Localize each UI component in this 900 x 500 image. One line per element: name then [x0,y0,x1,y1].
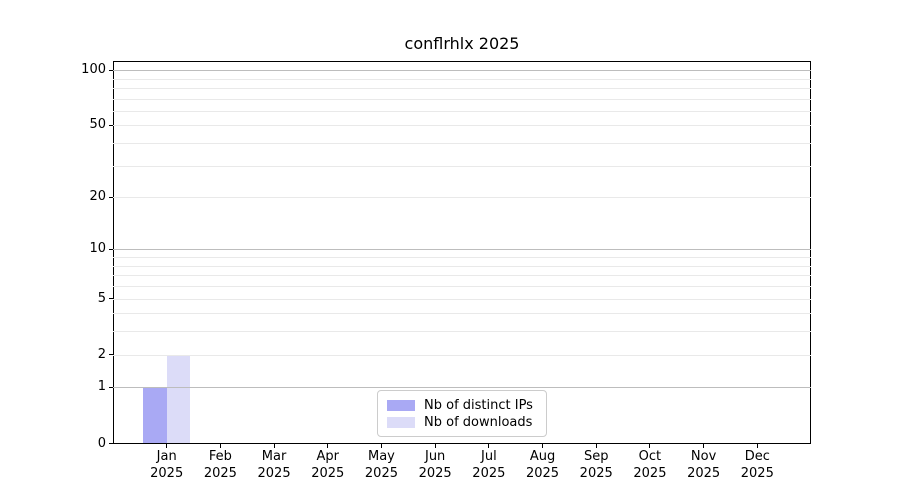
gridline-30 [113,165,811,167]
x-axis-label-nov: Nov 2025 [672,448,736,482]
year-label: 2025 [364,466,398,481]
legend-row-downloads: Nb of downloads [387,414,537,430]
year-label: 2025 [472,466,506,481]
y-axis-label-1: 1 [97,379,106,395]
year-label: 2025 [418,466,452,481]
gridline-40 [113,143,811,145]
year-label: 2025 [311,466,345,481]
y-axis-tick-1 [109,386,113,388]
gridline-50 [113,125,811,127]
year-label: 2025 [740,466,774,481]
x-axis-label-jan: Jan 2025 [135,448,199,482]
x-axis-tick-jan [166,444,168,448]
x-axis-label-dec: Dec 2025 [725,448,789,482]
month-label: Jan [156,449,177,464]
y-axis-tick-10 [109,248,113,250]
year-label: 2025 [150,466,184,481]
year-label: 2025 [257,466,291,481]
gridline-70 [113,98,811,100]
month-label: Jun [424,449,446,464]
year-label: 2025 [203,466,237,481]
gridline-100 [113,70,811,72]
x-axis-label-jul: Jul 2025 [457,448,521,482]
year-label: 2025 [579,466,613,481]
bar-jan-distinct-ips [143,387,167,444]
y-axis-label-2: 2 [97,346,106,362]
y-axis-label-20: 20 [89,189,106,205]
x-axis-label-sep: Sep 2025 [564,448,628,482]
month-label: Oct [638,449,662,464]
x-axis-tick-jun [434,444,436,448]
gridline-6 [113,286,811,288]
legend-row-distinct-ips: Nb of distinct IPs [387,397,537,413]
x-axis-label-may: May 2025 [349,448,413,482]
y-axis-tick-100 [109,69,113,71]
legend-label-distinct-ips: Nb of distinct IPs [424,397,533,413]
month-label: Jul [481,449,497,464]
x-axis-tick-jul [488,444,490,448]
x-axis-label-oct: Oct 2025 [618,448,682,482]
gridline-8 [113,265,811,267]
year-label: 2025 [633,466,667,481]
gridline-10 [113,249,811,251]
plot-area [113,61,811,444]
downloads-swatch [387,416,415,428]
month-label: Feb [208,449,232,464]
y-axis-tick-0 [109,443,113,444]
gridline-2 [113,354,811,356]
month-label: Aug [529,449,556,464]
gridline-9 [113,257,811,259]
year-label: 2025 [525,466,560,481]
y-axis-label-0: 0 [97,435,106,451]
y-axis-tick-2 [109,354,113,356]
month-label: Apr [316,449,340,464]
x-axis-label-feb: Feb 2025 [188,448,252,482]
gridline-90 [113,78,811,80]
y-axis-label-10: 10 [89,241,106,257]
x-axis-label-jun: Jun 2025 [403,448,467,482]
y-axis-tick-50 [109,124,113,126]
y-axis-tick-5 [109,298,113,300]
x-axis-label-mar: Mar 2025 [242,448,306,482]
x-axis-tick-nov [703,444,705,448]
x-axis-tick-aug [542,444,544,448]
x-axis-tick-sep [595,444,597,448]
month-label: Nov [690,449,717,464]
gridline-5 [113,298,811,300]
month-label: Sep [583,449,609,464]
x-axis-label-aug: Aug 2025 [511,448,575,482]
x-axis-tick-feb [219,444,221,448]
chart-title: conflrhlx 2025 [404,34,520,53]
distinct-ips-swatch [387,399,415,411]
legend-label-downloads: Nb of downloads [424,414,533,430]
x-axis-tick-oct [649,444,651,448]
year-label: 2025 [687,466,721,481]
legend: Nb of distinct IPs Nb of downloads [377,390,547,437]
month-label: Mar [261,449,287,464]
y-axis-label-50: 50 [89,117,106,133]
y-axis-tick-20 [109,196,113,198]
gridline-3 [113,331,811,333]
y-axis-label-100: 100 [81,62,106,78]
x-axis-tick-may [380,444,382,448]
gridline-4 [113,313,811,315]
gridline-1 [113,387,811,389]
gridline-60 [113,110,811,112]
bar-jan-downloads [166,354,191,444]
gridline-80 [113,87,811,89]
x-axis-tick-dec [756,444,758,448]
x-axis-tick-apr [327,444,329,448]
month-label: May [368,449,395,464]
x-axis-label-apr: Apr 2025 [296,448,360,482]
gridline-20 [113,197,811,199]
month-label: Dec [744,449,770,464]
x-axis-tick-mar [273,444,275,448]
y-axis-label-5: 5 [97,290,106,306]
gridline-7 [113,275,811,277]
